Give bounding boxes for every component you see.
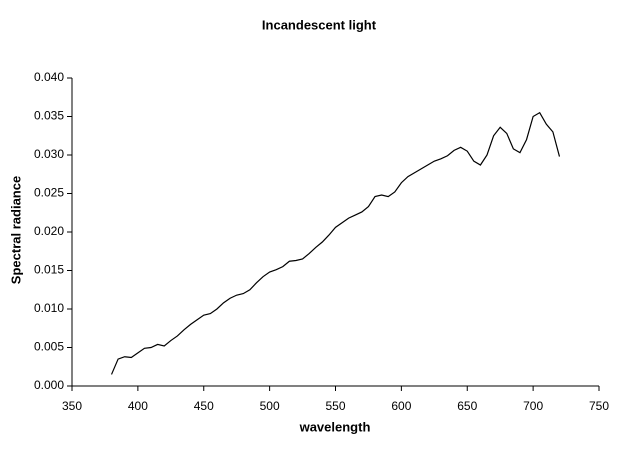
- x-tick-label: 400: [128, 399, 148, 413]
- y-axis-label: Spectral radiance: [8, 176, 23, 284]
- y-tick-label: 0.040: [34, 70, 64, 84]
- y-tick-label: 0.020: [34, 224, 64, 238]
- x-tick-label: 600: [391, 399, 411, 413]
- x-tick-label: 550: [325, 399, 345, 413]
- x-tick-label: 450: [194, 399, 214, 413]
- x-tick-label: 650: [457, 399, 477, 413]
- y-tick-label: 0.000: [34, 378, 64, 392]
- x-tick-label: 500: [260, 399, 280, 413]
- data-line: [110, 111, 561, 375]
- y-tick-label: 0.035: [34, 109, 64, 123]
- y-tick-label: 0.025: [34, 186, 64, 200]
- y-tick-label: 0.005: [34, 340, 64, 354]
- y-tick-label: 0.015: [34, 263, 64, 277]
- y-tick-label: 0.030: [34, 147, 64, 161]
- y-tick-label: 0.010: [34, 301, 64, 315]
- x-tick-label: 350: [62, 399, 82, 413]
- x-axis-label: wavelength: [299, 419, 371, 434]
- x-tick-label: 700: [523, 399, 543, 413]
- chart-title: Incandescent light: [262, 17, 377, 32]
- x-tick-label: 750: [589, 399, 609, 413]
